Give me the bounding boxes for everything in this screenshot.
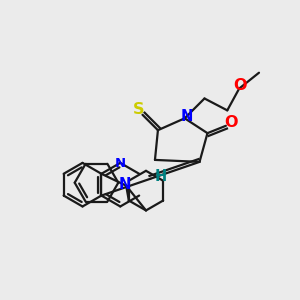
Text: H: H xyxy=(154,169,167,184)
Text: O: O xyxy=(233,78,247,93)
Text: S: S xyxy=(133,102,144,117)
Text: N: N xyxy=(115,158,126,170)
Text: N: N xyxy=(181,109,193,124)
Text: N: N xyxy=(119,177,131,192)
Text: O: O xyxy=(224,115,238,130)
